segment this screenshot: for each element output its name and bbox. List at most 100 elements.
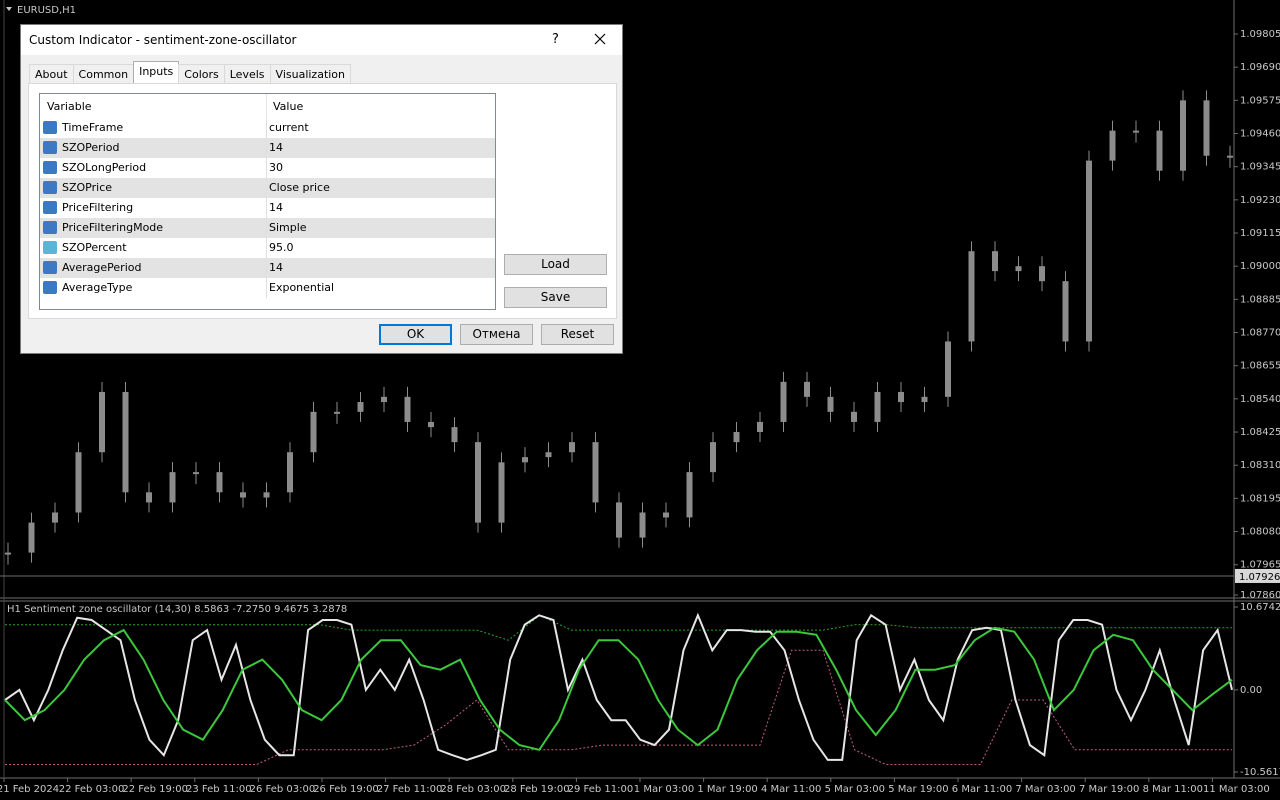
variable-cell: PriceFiltering [62, 201, 134, 214]
value-cell[interactable]: 30 [269, 161, 283, 174]
variable-cell: TimeFrame [62, 121, 124, 134]
value-cell[interactable]: 14 [269, 201, 283, 214]
header-cell: Variable [47, 100, 92, 113]
tab[interactable]: Colors [178, 64, 225, 84]
tab[interactable]: Visualization [269, 64, 352, 84]
cell-separator [266, 218, 267, 238]
candle-body [921, 396, 928, 403]
value-cell[interactable]: Simple [269, 221, 307, 234]
table-row[interactable]: SZOPeriod 14 [40, 138, 495, 158]
price-tick-label: 1.07965 [1240, 560, 1280, 571]
time-label: 22 Feb 19:00 [122, 784, 188, 795]
oscillator-line [4, 612, 1233, 761]
value-cell[interactable]: 14 [269, 261, 283, 274]
type-icon [43, 201, 57, 214]
value-cell[interactable]: Exponential [269, 281, 335, 294]
side-button[interactable]: Load [504, 254, 607, 275]
candle-body [1039, 266, 1045, 282]
tab[interactable]: Levels [223, 64, 271, 84]
help-button[interactable]: ? [552, 32, 559, 47]
variable-cell: SZOPercent [62, 241, 127, 254]
candle-body [874, 391, 881, 422]
candle-body [99, 391, 105, 453]
variable-cell: SZOPrice [62, 181, 113, 194]
candle-body [733, 432, 740, 443]
candle-body [334, 411, 340, 414]
price-tick-label: 1.08425 [1240, 427, 1280, 438]
candle-body [898, 391, 904, 403]
variable-cell: AverageType [62, 281, 133, 294]
candle-body [757, 421, 763, 433]
table-row[interactable]: AveragePeriod 14 [40, 258, 495, 278]
close-button[interactable] [594, 33, 606, 45]
candle-body [780, 381, 787, 422]
table-row[interactable]: TimeFrame current [40, 118, 495, 138]
current-price-box [1235, 568, 1280, 583]
time-label: 26 Feb 03:00 [250, 784, 316, 795]
time-label: 26 Feb 19:00 [313, 784, 379, 795]
table-row[interactable]: SZOLongPeriod 30 [40, 158, 495, 178]
price-tick-label: 1.09115 [1240, 228, 1280, 239]
tab[interactable]: Inputs [133, 61, 180, 84]
cell-separator [266, 198, 267, 218]
oscillator-title: H1 Sentiment zone oscillator (14,30) 8.5… [7, 604, 347, 615]
candle-body [522, 457, 528, 463]
candle-body [639, 512, 646, 538]
time-label: 11 Mar 03:00 [1203, 784, 1270, 795]
table-header: Variable Value [40, 94, 495, 118]
candle-body [169, 472, 176, 503]
time-label: 8 Mar 11:00 [1143, 784, 1203, 795]
time-label: 1 Mar 03:00 [634, 784, 694, 795]
oscillator-line [5, 649, 1232, 765]
dialog-button[interactable]: Reset [541, 324, 614, 345]
value-cell[interactable]: Close price [269, 181, 330, 194]
candle-body [5, 552, 11, 555]
dialog-button[interactable]: Отмена [460, 324, 533, 345]
value-cell[interactable]: 95.0 [269, 241, 294, 254]
candle-body [851, 411, 857, 422]
candle-body [404, 396, 411, 422]
value-cell[interactable]: 14 [269, 141, 283, 154]
table-row[interactable]: SZOPercent 95.0 [40, 238, 495, 258]
current-price-label: 1.07926 [1239, 572, 1280, 583]
value-cell[interactable]: current [269, 121, 309, 134]
candle-body [1133, 130, 1139, 133]
type-icon [43, 181, 57, 194]
candle-body [616, 502, 622, 538]
price-tick-label: 1.09460 [1240, 129, 1280, 140]
price-tick-label: 1.08885 [1240, 294, 1280, 305]
table-row[interactable]: AverageType Exponential [40, 278, 495, 298]
candle-body [310, 411, 317, 453]
time-label: 21 Feb 2024 [0, 784, 59, 795]
side-button[interactable]: Save [504, 287, 607, 308]
header-separator [266, 94, 267, 118]
symbol-menu-arrow[interactable] [6, 7, 12, 11]
inputs-panel: Variable Value TimeFrame current SZOPeriod 14… [28, 83, 617, 319]
cell-separator [266, 258, 267, 278]
tab[interactable]: Common [72, 64, 135, 84]
candle-body [686, 472, 693, 518]
candle-body [592, 442, 599, 503]
table-row[interactable]: PriceFiltering 14 [40, 198, 495, 218]
candle-body [122, 391, 129, 493]
candle-body [1203, 100, 1210, 156]
price-tick-label: 1.09000 [1240, 261, 1280, 272]
candle-body [263, 492, 270, 498]
price-tick-label: 1.08195 [1240, 493, 1280, 504]
price-tick-label: 1.09575 [1240, 95, 1280, 106]
price-tick-label: 1.07860 [1240, 590, 1280, 601]
oscillator-line [5, 614, 1232, 641]
candle-body [968, 251, 975, 342]
cell-separator [266, 278, 267, 298]
time-label: 5 Mar 19:00 [888, 784, 948, 795]
dialog-button[interactable]: OK [379, 324, 452, 345]
tab[interactable]: About [29, 64, 74, 84]
time-label: 1 Mar 19:00 [697, 784, 757, 795]
price-tick-label: 1.09230 [1240, 195, 1280, 206]
candle-body [52, 512, 58, 523]
type-icon [43, 141, 57, 154]
table-row[interactable]: SZOPrice Close price [40, 178, 495, 198]
table-row[interactable]: PriceFilteringMode Simple [40, 218, 495, 238]
oscillator-line [4, 626, 1233, 751]
